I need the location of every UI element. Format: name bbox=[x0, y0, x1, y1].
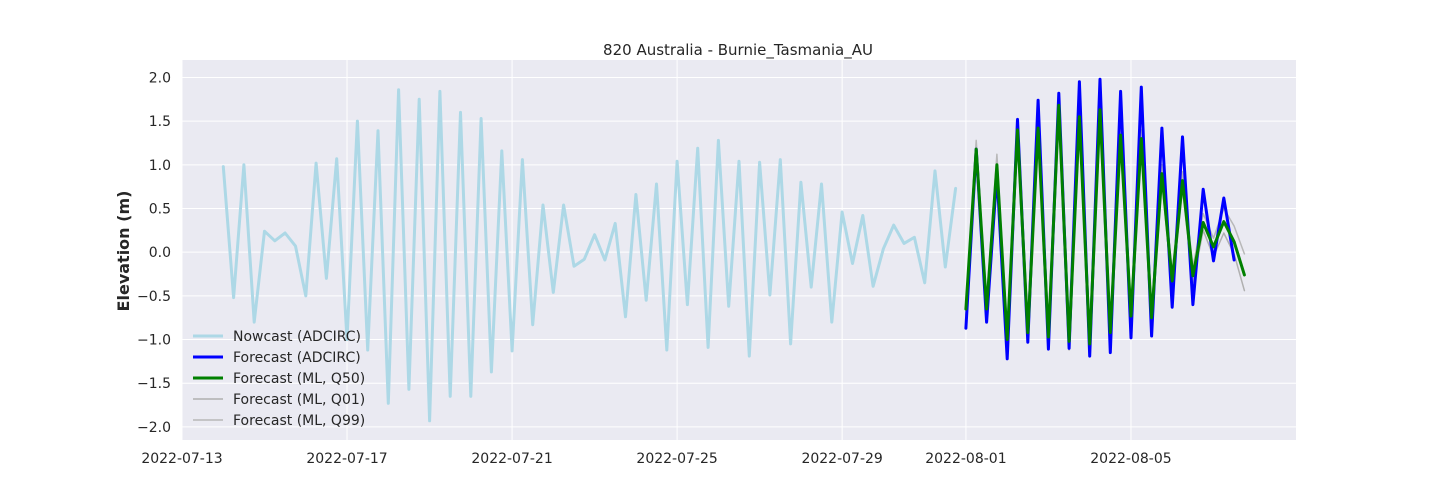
y-tick-label: −1.5 bbox=[137, 376, 171, 392]
y-axis-label: Elevation (m) bbox=[114, 191, 133, 312]
x-axis: 2022-07-13 2022-07-17 2022-07-21 2022-07-25… bbox=[141, 451, 1171, 467]
y-tick-label: 2.0 bbox=[149, 70, 171, 86]
legend-label: Nowcast (ADCIRC) bbox=[233, 329, 361, 345]
x-tick-label: 2022-07-21 bbox=[471, 451, 552, 467]
series-line-3 bbox=[964, 103, 1246, 346]
x-tick-label: 2022-07-25 bbox=[636, 451, 717, 467]
y-tick-label: 1.0 bbox=[149, 158, 171, 174]
x-tick-label: 2022-07-13 bbox=[141, 451, 222, 467]
series-line-1 bbox=[221, 88, 958, 423]
y-tick-label: −1.0 bbox=[137, 333, 171, 349]
legend-label: Forecast (ML, Q99) bbox=[233, 413, 365, 429]
y-tick-label: 1.5 bbox=[149, 114, 171, 130]
legend-label: Forecast (ML, Q01) bbox=[233, 392, 365, 408]
legend-label: Forecast (ADCIRC) bbox=[233, 350, 361, 366]
y-tick-label: 0.0 bbox=[149, 245, 171, 261]
y-axis: −2.0 −1.5 −1.0 −0.5 0.0 0.5 1.0 1.5 2.0 bbox=[137, 70, 171, 435]
legend-label: Forecast (ML, Q50) bbox=[233, 371, 365, 387]
y-tick-label: −2.0 bbox=[137, 420, 171, 436]
plot-area bbox=[182, 60, 1296, 440]
chart-title: 820 Australia - Burnie_Tasmania_AU bbox=[603, 41, 873, 60]
series-layer bbox=[221, 77, 1246, 423]
x-tick-label: 2022-08-05 bbox=[1090, 451, 1171, 467]
x-tick-label: 2022-07-17 bbox=[306, 451, 387, 467]
legend: Nowcast (ADCIRC) Forecast (ADCIRC) Forecas… bbox=[193, 329, 365, 429]
x-tick-label: 2022-07-29 bbox=[801, 451, 882, 467]
y-tick-label: 0.5 bbox=[149, 202, 171, 218]
x-tick-label: 2022-08-01 bbox=[925, 451, 1006, 467]
y-tick-label: −0.5 bbox=[137, 289, 171, 305]
